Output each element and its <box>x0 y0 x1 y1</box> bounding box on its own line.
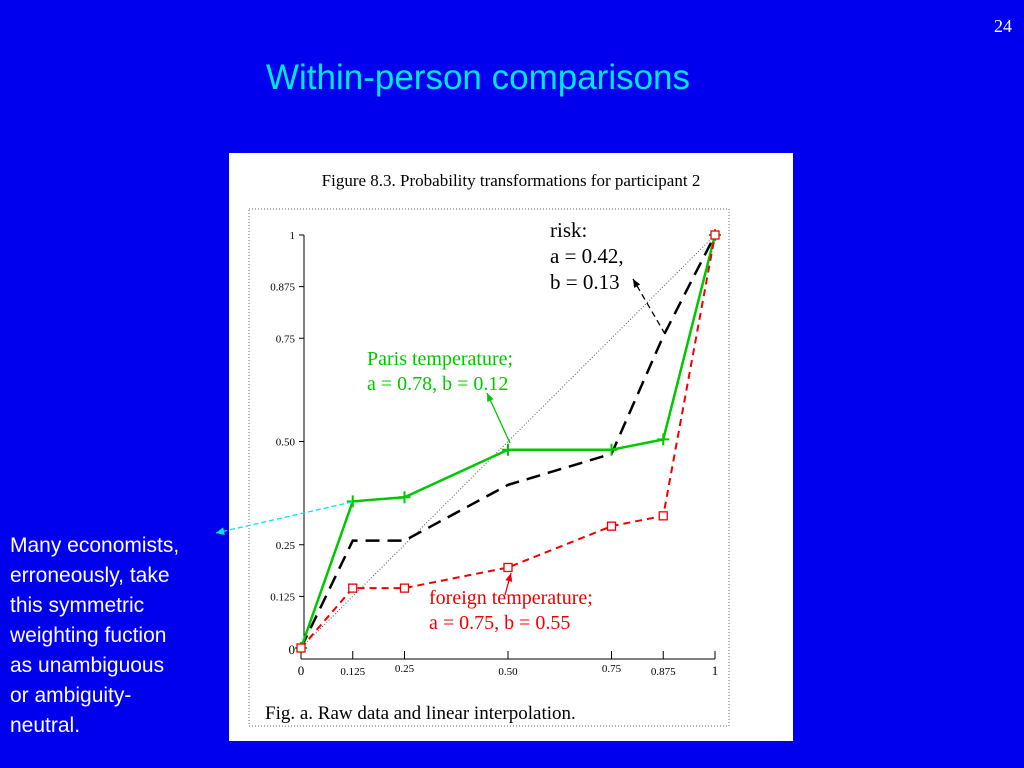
x-tick-label: 1 <box>712 663 719 678</box>
foreign-point <box>503 562 513 573</box>
side-note-line: this symmetric <box>10 594 145 617</box>
x-tick-label: 0.75 <box>602 663 622 675</box>
side-note-line: as unambiguous <box>10 654 165 677</box>
risk-annotation-arrowhead <box>633 279 641 288</box>
paris-point <box>346 495 359 508</box>
y-tick-label: 0 <box>289 642 296 657</box>
paris-annotation-label: a = 0.78, b = 0.12 <box>367 373 508 395</box>
foreign-annotation-label: foreign temperature; <box>429 587 593 609</box>
paris-point <box>398 491 411 504</box>
paris-point <box>502 443 514 456</box>
plot-frame <box>248 208 730 727</box>
x-tick-label: 0.875 <box>651 666 676 678</box>
x-tick-label: 0 <box>298 663 305 678</box>
side-note-line: or ambiguity- <box>10 684 132 707</box>
risk-annotation-arrow <box>632 278 666 335</box>
y-tick-label: 0.50 <box>276 437 296 449</box>
x-tick-label: 0.50 <box>498 666 518 678</box>
y-tick-label: 0.25 <box>276 540 296 552</box>
side-note-line: weighting fuction <box>10 624 167 647</box>
figure-subcaption: Fig. a. Raw data and linear interpolatio… <box>265 703 576 724</box>
weighting-chart: 0 0.125 0.25 0.50 0.75 0.875 1 0 0.125 0.25 0.50 0.… <box>248 208 730 727</box>
foreign-point <box>348 583 358 593</box>
paris-annotation-arrowhead <box>487 393 494 402</box>
side-note-line: Many economists, <box>10 534 180 557</box>
y-tick-label: 0.875 <box>270 282 295 294</box>
side-note: Many economists, erroneously, take this sy… <box>10 531 179 741</box>
foreign-annotation-label: a = 0.75, b = 0.55 <box>429 612 570 634</box>
risk-annotation-label: a = 0.42, <box>550 244 624 268</box>
paris-annotation-label: Paris temperature; <box>367 348 513 370</box>
risk-series-line <box>299 234 717 649</box>
slide-title: Within-person comparisons <box>265 58 691 97</box>
slide-number: 24 <box>994 16 1012 36</box>
risk-annotation-label: risk: <box>550 218 587 242</box>
paris-annotation-arrow <box>486 392 511 444</box>
y-tick-label: 1 <box>290 230 296 242</box>
foreign-point <box>606 521 617 531</box>
x-tick-label: 0.25 <box>395 663 415 675</box>
side-note-line: neutral. <box>10 714 81 737</box>
foreign-point <box>710 230 720 240</box>
side-note-line: erroneously, take <box>10 564 170 587</box>
risk-annotation-label: b = 0.13 <box>550 270 620 294</box>
paris-point <box>605 443 618 456</box>
figure-panel: Figure 8.3. Probability transformations … <box>229 153 793 741</box>
x-tick-label: 0.125 <box>340 666 365 678</box>
foreign-annotation-arrowhead <box>505 573 513 582</box>
foreign-point <box>296 643 306 653</box>
paris-point <box>657 433 670 446</box>
note-arrowhead <box>216 527 225 536</box>
foreign-point <box>658 511 668 521</box>
y-tick-label: 0.75 <box>276 333 296 345</box>
figure-caption: Figure 8.3. Probability transformations … <box>321 171 701 190</box>
y-tick-label: 0.125 <box>270 591 295 603</box>
foreign-point <box>399 583 410 593</box>
